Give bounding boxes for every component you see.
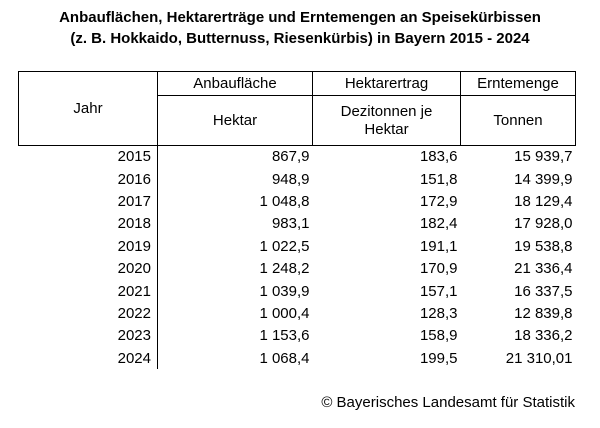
year-cell: 2016 [18, 167, 158, 191]
area-cell: 1 048,8 [259, 192, 310, 210]
harvest-cell: 18 336,2 [514, 327, 573, 345]
table-row: 2023 1 153,6 158,9 18 336,2 [18, 324, 576, 348]
year-cell: 2021 [18, 279, 158, 303]
statistics-table-container: Jahr Anbaufläche Hektarertrag Erntemenge… [18, 71, 576, 370]
title-line-1: Anbauflächen, Hektarerträge und Erntemen… [59, 9, 541, 26]
group-header-harvest: Erntemenge [460, 71, 576, 96]
yield-cell: 128,3 [419, 304, 458, 322]
title-line-2: (z. B. Hokkaido, Butternuss, Riesenkürbi… [70, 30, 530, 47]
area-cell: 983,1 [271, 215, 310, 233]
statistics-table: Jahr Anbaufläche Hektarertrag Erntemenge… [18, 71, 576, 370]
year-cell: 2023 [18, 324, 158, 348]
yield-cell: 157,1 [419, 282, 458, 300]
group-header-row: Jahr Anbaufläche Hektarertrag Erntemenge [18, 71, 576, 146]
yield-cell: 172,9 [419, 192, 458, 210]
yield-cell: 199,5 [419, 349, 458, 367]
harvest-cell: 21 336,4 [514, 260, 573, 278]
yield-cell: 158,9 [419, 327, 458, 345]
area-cell: 1 153,6 [259, 327, 310, 345]
table-row: 2021 1 039,9 157,1 16 337,5 [18, 279, 576, 303]
group-header-area: Anbaufläche [157, 71, 313, 96]
table-row: 2017 1 048,8 172,9 18 129,4 [18, 190, 576, 213]
table-row: 2018 983,1 182,4 17 928,0 [18, 212, 576, 236]
year-cell: 2015 [18, 145, 158, 168]
harvest-cell: 17 928,0 [514, 215, 573, 233]
table-row: 2020 1 248,2 170,9 21 336,4 [18, 257, 576, 280]
yield-cell: 170,9 [419, 260, 458, 278]
harvest-cell: 18 129,4 [514, 192, 573, 210]
table-row: 2022 1 000,4 128,3 12 839,8 [18, 302, 576, 325]
table-body: 2015 867,9 183,6 15 939,7 2016 948,9 151… [18, 145, 576, 370]
source-credit: © Bayerisches Landesamt für Statistik [321, 394, 575, 411]
group-header-yield: Hektarertrag [312, 71, 461, 96]
year-cell: 2019 [18, 235, 158, 258]
area-cell: 1 248,2 [259, 260, 310, 278]
harvest-cell: 14 399,9 [514, 170, 573, 188]
unit-header-row: Hektar Dezitonnen je Hektar Tonnen [19, 95, 576, 146]
page-title: Anbauflächen, Hektarerträge und Erntemen… [0, 0, 600, 49]
table-row: 2015 867,9 183,6 15 939,7 [18, 145, 576, 168]
area-cell: 1 068,4 [259, 349, 310, 367]
harvest-cell: 12 839,8 [514, 304, 573, 322]
table-row: 2016 948,9 151,8 14 399,9 [18, 167, 576, 191]
area-cell: 867,9 [271, 148, 310, 166]
year-cell: 2024 [18, 347, 158, 370]
table-row: 2019 1 022,5 191,1 19 538,8 [18, 235, 576, 258]
area-cell: 1 039,9 [259, 282, 310, 300]
table-row: 2024 1 068,4 199,5 21 310,01 [18, 347, 576, 370]
unit-header-harvest: Tonnen [460, 95, 576, 146]
unit-header-yield: Dezitonnen je Hektar [312, 95, 461, 146]
harvest-cell: 19 538,8 [514, 237, 573, 255]
unit-header-area: Hektar [157, 95, 313, 146]
yield-cell: 183,6 [419, 148, 458, 166]
area-cell: 1 000,4 [259, 304, 310, 322]
yield-cell: 191,1 [419, 237, 458, 255]
year-cell: 2017 [18, 190, 158, 213]
table-header: Jahr Anbaufläche Hektarertrag Erntemenge… [18, 71, 576, 146]
year-cell: 2020 [18, 257, 158, 280]
harvest-cell: 15 939,7 [514, 148, 573, 166]
area-cell: 948,9 [271, 170, 310, 188]
year-cell: 2018 [18, 212, 158, 236]
harvest-cell: 16 337,5 [514, 282, 573, 300]
area-cell: 1 022,5 [259, 237, 310, 255]
year-column-header: Jahr [18, 71, 158, 146]
yield-cell: 182,4 [419, 215, 458, 233]
yield-cell: 151,8 [419, 170, 458, 188]
year-cell: 2022 [18, 302, 158, 325]
harvest-cell: 21 310,01 [505, 349, 573, 367]
